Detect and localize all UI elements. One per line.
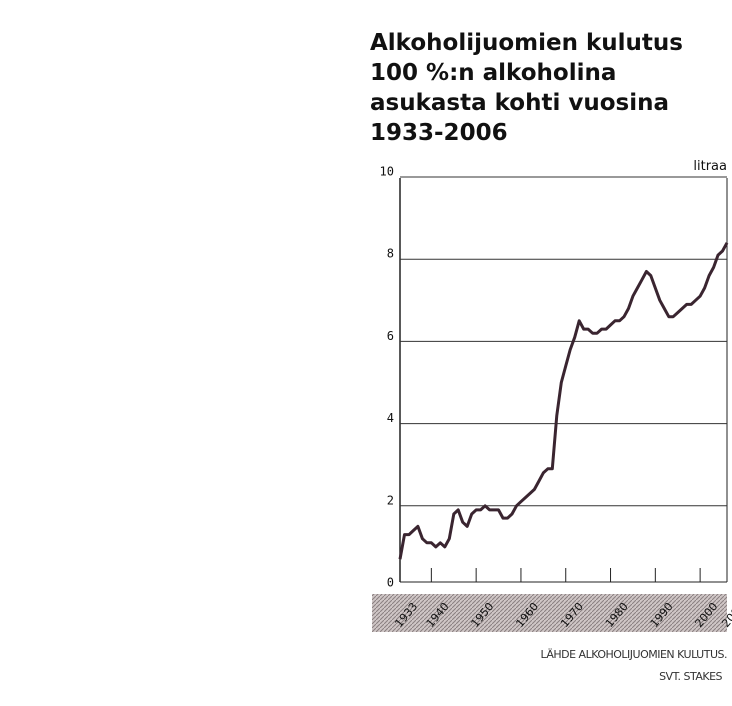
y-tick-label: 4: [387, 411, 394, 425]
data-line: [398, 242, 729, 560]
y-tick-label: 2: [387, 493, 394, 507]
chart-title: asukasta kohti vuosina: [370, 90, 669, 116]
chart-title: Alkoholijuomien kulutus: [370, 30, 683, 56]
y-tick-label: 0: [387, 576, 394, 590]
chart-title: 1933-2006: [370, 120, 508, 146]
y-tick-label: 8: [387, 247, 394, 261]
y-tick-label: 10: [380, 165, 394, 179]
x-label-band: [372, 594, 727, 632]
chart-title: 100 %:n alkoholina: [370, 60, 616, 86]
unit-label: litraa: [693, 159, 727, 174]
y-tick-label: 6: [387, 329, 394, 343]
source: SVT. STAKES: [659, 670, 722, 683]
source: LÄHDE ALKOHOLIJUOMIEN KULUTUS.: [540, 648, 727, 661]
